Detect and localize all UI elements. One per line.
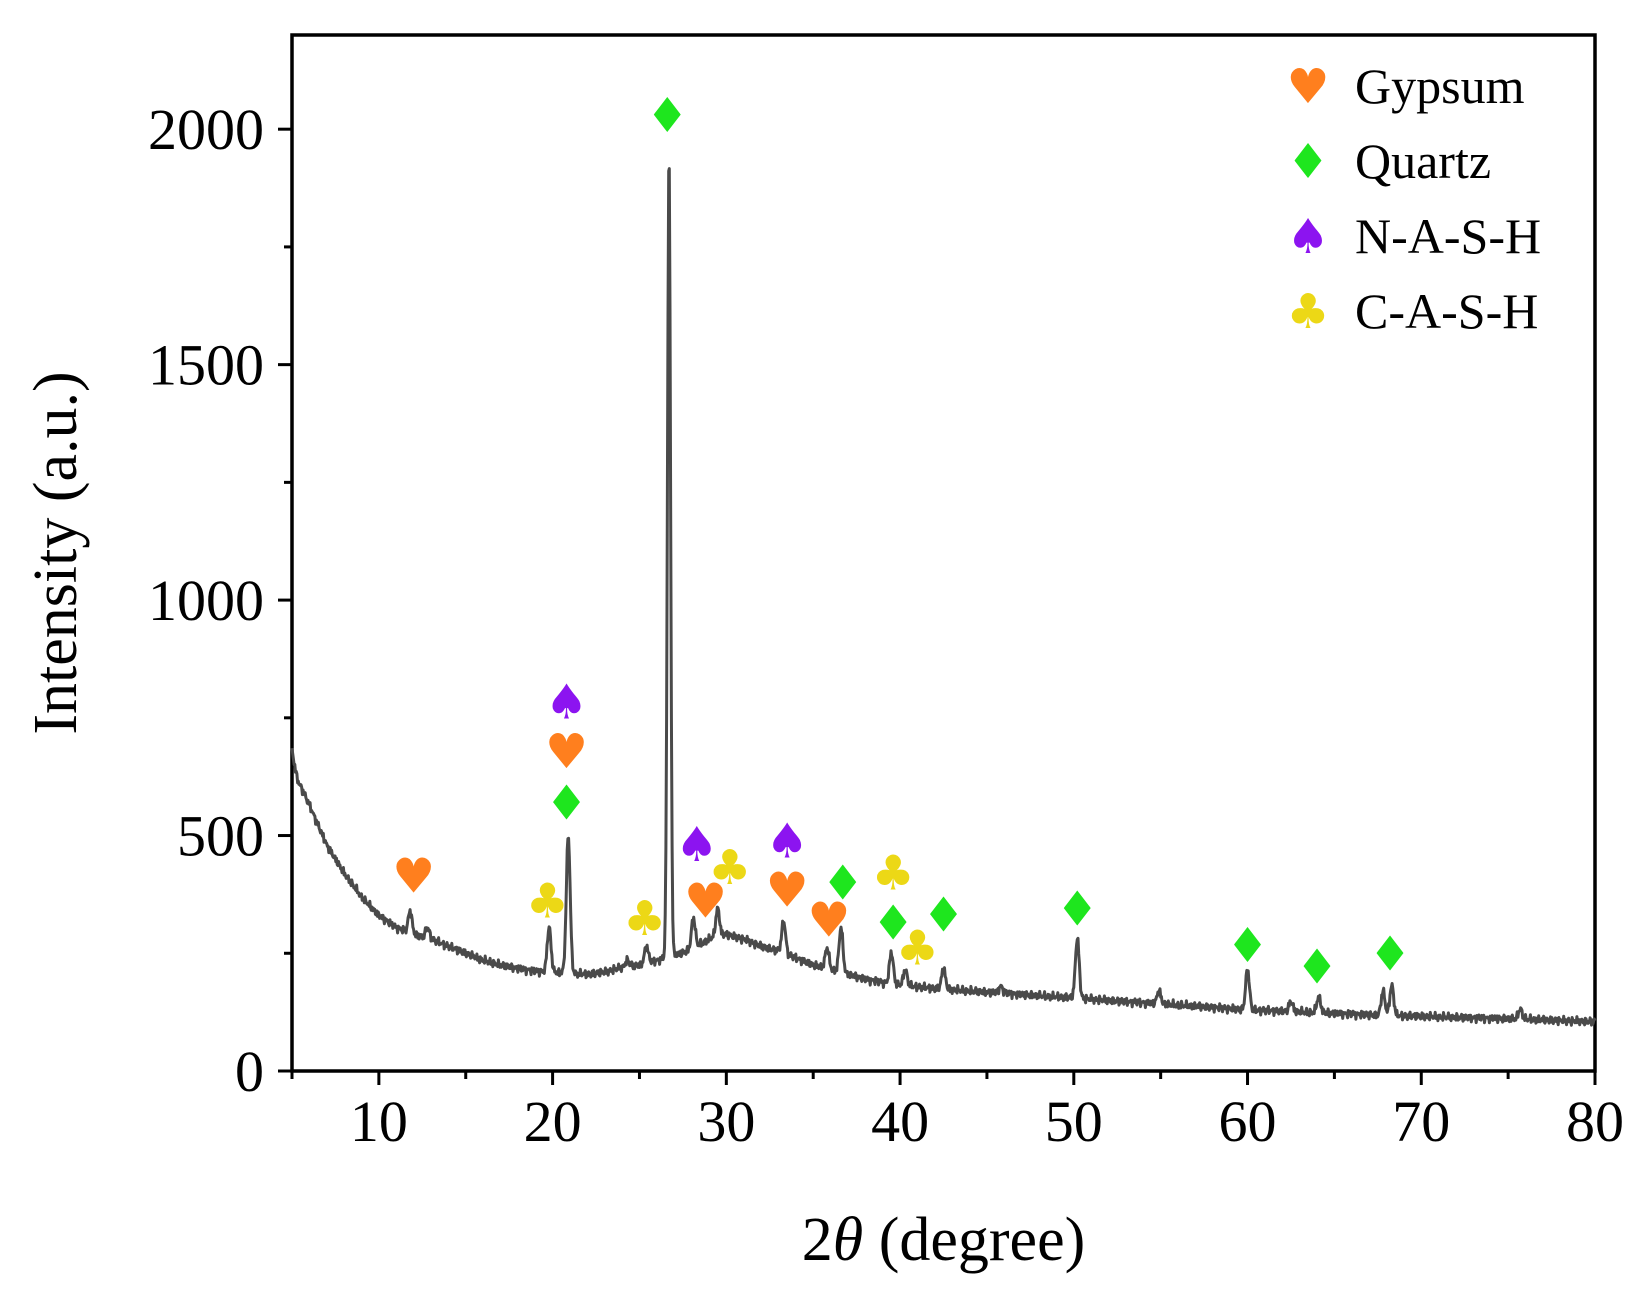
xrd-pattern-line — [290, 167, 1597, 1027]
spade-icon: ♠ — [766, 813, 809, 869]
club-icon: ♣ — [1286, 284, 1329, 340]
legend-item-nash: ♠ N-A-S-H — [1286, 208, 1541, 265]
heart-icon: ♥ — [807, 892, 850, 948]
spade-icon: ♠ — [1286, 209, 1329, 265]
x-tick-label: 50 — [1045, 1089, 1103, 1154]
x-tick-label: 10 — [350, 1089, 408, 1154]
y-tick-label: 1500 — [148, 333, 264, 398]
plot-frame — [290, 33, 1597, 1073]
y-tick-label: 1000 — [148, 568, 264, 633]
y-axis-ticks: 0 500 1000 1500 2000 — [148, 97, 292, 1104]
club-icon: ♣ — [708, 840, 751, 896]
y-axis-title: Intensity (a.u.) — [22, 371, 90, 734]
diamond-icon: ♦ — [646, 88, 689, 144]
y-tick-label: 2000 — [148, 97, 264, 162]
club-icon: ♣ — [623, 891, 666, 947]
legend-label: C-A-S-H — [1355, 283, 1538, 339]
diamond-icon: ♦ — [1286, 134, 1329, 190]
diamond-icon: ♦ — [1296, 939, 1339, 995]
heart-icon: ♥ — [766, 863, 809, 919]
x-tick-label: 40 — [871, 1089, 929, 1154]
x-tick-label: 60 — [1219, 1089, 1277, 1154]
heart-icon: ♥ — [684, 874, 727, 930]
diamond-icon: ♦ — [922, 888, 965, 944]
heart-icon: ♥ — [392, 849, 435, 905]
y-tick-label: 0 — [235, 1039, 264, 1104]
heart-icon: ♥ — [545, 724, 588, 780]
club-icon: ♣ — [526, 874, 569, 930]
legend-item-quartz: ♦ Quartz — [1286, 133, 1491, 190]
diamond-icon: ♦ — [872, 896, 915, 952]
diamond-icon: ♦ — [1368, 926, 1411, 982]
x-tick-label: 80 — [1566, 1089, 1624, 1154]
legend-item-cash: ♣ C-A-S-H — [1286, 283, 1538, 340]
y-tick-label: 500 — [177, 804, 264, 869]
x-axis-title: 2θ (degree) — [802, 1206, 1085, 1274]
x-axis-title-prefix: 2 — [802, 1206, 833, 1274]
heart-icon: ♥ — [1286, 59, 1329, 115]
spade-icon: ♠ — [675, 817, 718, 873]
x-axis-ticks: 10 20 30 40 50 60 70 80 — [290, 1071, 1624, 1154]
legend-label: N-A-S-H — [1355, 208, 1541, 264]
club-icon: ♣ — [896, 921, 939, 977]
diamond-icon: ♦ — [545, 776, 588, 832]
spade-icon: ♠ — [545, 674, 588, 730]
legend-label: Gypsum — [1355, 58, 1525, 114]
legend-item-gypsum: ♥ Gypsum — [1286, 58, 1524, 115]
x-tick-label: 30 — [697, 1089, 755, 1154]
diamond-icon: ♦ — [1056, 882, 1099, 938]
diamond-icon: ♦ — [1226, 918, 1269, 974]
phase-markers: ♥ ♣♠♥♦♣♦♠♥♣ ♠♥♥♦♦♣♣♦ ♦♦ ♦ ♦ — [392, 88, 1411, 995]
diamond-icon: ♦ — [821, 856, 864, 912]
x-axis-title-symbol: θ — [833, 1206, 863, 1274]
legend: ♥ Gypsum ♦ Quartz ♠ N-A-S-H ♣ C-A-S-H — [1286, 58, 1541, 340]
x-tick-label: 70 — [1392, 1089, 1450, 1154]
club-icon: ♣ — [872, 845, 915, 901]
x-axis-title-suffix: (degree) — [863, 1206, 1085, 1274]
x-tick-label: 20 — [524, 1089, 582, 1154]
legend-label: Quartz — [1355, 133, 1491, 189]
